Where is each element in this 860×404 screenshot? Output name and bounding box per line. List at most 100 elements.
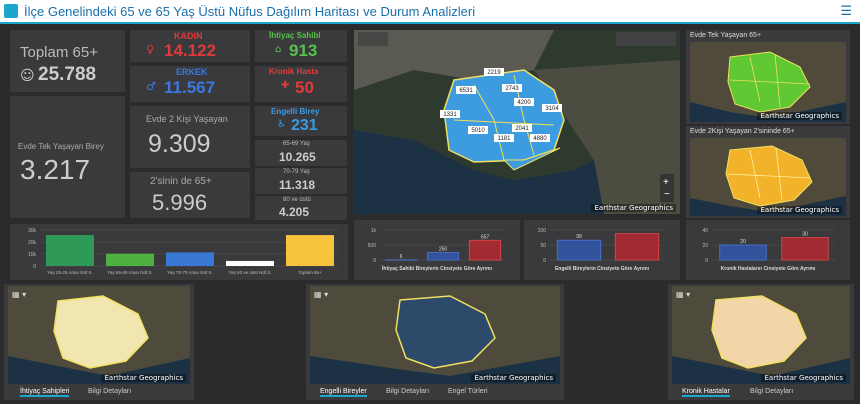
district-polygons (443, 69, 565, 163)
bar[interactable] (556, 239, 602, 261)
bar[interactable] (781, 237, 829, 261)
ihtiyac-map[interactable]: ▦ ▾ Earthstar Geographics (8, 286, 190, 384)
bar[interactable] (106, 253, 154, 266)
bar[interactable] (46, 235, 94, 266)
tr-map1-canvas (690, 51, 846, 122)
map-attribution: Earthstar Geographics (761, 374, 846, 382)
district-label: 2743 (505, 86, 519, 92)
tab-kronik-hastalar[interactable]: Kronik Hastalar (682, 388, 730, 397)
age-group-value: 11.318 (279, 178, 316, 192)
ihtiyac-label: İhtiyaç Sahibi (269, 31, 321, 40)
evde-tek-value: 3.217 (20, 154, 91, 185)
district-label: 3104 (545, 106, 559, 112)
kronik-label: Kronik Hasta (269, 67, 319, 76)
main-map-canvas: 2219 6531 2743 4200 3104 1181 1331 5010 2041 4880… (354, 30, 680, 214)
bar[interactable] (468, 239, 502, 261)
main-map[interactable]: 2219 6531 2743 4200 3104 1181 1331 5010 2041 4880… (354, 30, 680, 214)
x-tick-label: Yaş 25-25 Arası Nüf.S. (47, 270, 92, 275)
kronik-map[interactable]: ▦ ▾ Earthstar Geographics (672, 286, 850, 384)
y-tick-label: 20 (702, 243, 708, 249)
svg-text:−: − (664, 189, 670, 200)
age-group-label: 80 ve üstü (283, 197, 311, 203)
ihtiyac-gender-chart-canvas: 1k 500 0 6 250 657 İhtiyaç Sahibi Bireylerin C… (368, 228, 506, 272)
engelli-label: Engelli Birey (271, 107, 320, 116)
bar[interactable] (426, 252, 460, 261)
district-label: 1181 (498, 136, 512, 142)
y-tick-label: 0 (373, 258, 376, 264)
district-label-bg (456, 86, 476, 94)
map-attribution: Earthstar Geographics (101, 374, 186, 382)
y-tick-label: 40 (702, 228, 708, 234)
erkek-label: ERKEK (176, 67, 208, 77)
data-label: 99 (576, 234, 582, 240)
x-tick-label: Yaş 80 ve üstü Nüf.S. (228, 270, 271, 275)
age-group-value: 4.205 (279, 205, 310, 219)
tr-map1[interactable]: Earthstar Geographics (690, 42, 846, 122)
district-label-bg (468, 126, 488, 134)
erkek-card: ERKEK ♂ 11.567 (130, 66, 250, 102)
data-label: 20 (740, 239, 746, 245)
page-title: İlçe Genelindeki 65 ve 65 Yaş Üstü Nüfus… (24, 4, 476, 19)
tab-ihtiyac-sahipleri[interactable]: İhtiyaç Sahipleri (20, 388, 70, 397)
layer-toggle-button[interactable]: ▦ ▾ (12, 290, 27, 299)
total-value: 25.788 (38, 64, 97, 85)
y-tick-label: 0 (33, 264, 36, 270)
kronik-gender-chart: 40 20 0 20 30 Kronik Hastaların Cinsiyete Gör… (686, 220, 850, 280)
tr-map2-card: Evde 2Kişi Yaşayan 2'sininde 65+ Earthst… (686, 126, 850, 218)
female-icon: ♀ (146, 43, 155, 56)
kronik-card: Kronik Hasta ✚ 50 (255, 66, 347, 102)
y-tick-label: 20k (28, 240, 37, 246)
bar[interactable] (614, 233, 660, 261)
ihtiyac-value: 913 (289, 41, 318, 60)
layer-toggle-button[interactable]: ▦ ▾ (314, 290, 329, 299)
district-label-bg (494, 134, 514, 142)
district-label: 2041 (515, 126, 529, 132)
bar[interactable] (286, 235, 334, 266)
x-tick-label: Yaş 70-79 Arası Nüf.S. (167, 270, 212, 275)
kadin-card: KADIN ♀ 14.122 (130, 30, 250, 62)
menu-icon[interactable]: ☰ (840, 4, 852, 19)
data-label: 6 (400, 254, 403, 260)
data-label: 30 (802, 232, 808, 238)
tab-bilgi-detaylari[interactable]: Bilgi Detayları (88, 388, 132, 395)
y-tick-label: 100 (538, 228, 547, 234)
district-label-bg (514, 98, 534, 106)
tab-engel-turleri[interactable]: Engel Türleri (448, 388, 488, 395)
engelli-map-canvas (310, 295, 560, 384)
engelli-value: 231 (291, 117, 318, 134)
tab-bilgi-detaylari[interactable]: Bilgi Detayları (386, 388, 430, 395)
main-map-labels: 2219 6531 2743 4200 3104 1181 1331 5010 2041 4880 (440, 68, 562, 142)
engelli-gender-chart-canvas: 100 50 0 99 Engelli Bireylerin Cinsiyete Gör… (538, 228, 666, 272)
district-label: 1331 (443, 112, 457, 118)
evde-tek-label: Evde Tek Yaşayan Birey (18, 142, 104, 151)
chart-title: Kronik Hastaların Cinsiyete Göre Ayrımı (721, 266, 816, 272)
bar[interactable] (226, 260, 274, 266)
y-tick-label: 1k (371, 228, 377, 234)
ikisi-65-value: 5.996 (152, 190, 208, 215)
house-icon: ⌂ (275, 44, 282, 55)
bar[interactable] (719, 244, 767, 261)
evde-iki-label: Evde 2 Kişi Yaşayan (146, 114, 228, 124)
tr-map2-title: Evde 2Kişi Yaşayan 2'sininde 65+ (690, 128, 795, 135)
map-attribution: Earthstar Geographics (757, 112, 842, 120)
district-label: 6531 (459, 88, 473, 94)
district-label-bg (542, 104, 562, 112)
tr-map2-canvas (690, 145, 846, 216)
bar[interactable] (166, 252, 214, 266)
tr-map1-title: Evde Tek Yaşayan 65+ (690, 32, 762, 39)
age-bar-chart-canvas: 30k 20k 10k 0 Yaş 25-25 Arası Nüf.S. Yaş 65-6… (28, 228, 340, 275)
district-label-bg (502, 84, 522, 92)
ihtiyac-map-panel: ▦ ▾ Earthstar Geographics İhtiyaç Sahipl… (4, 284, 194, 400)
tr-map2[interactable]: Earthstar Geographics (690, 138, 846, 216)
ikisi-65-label: 2'sinin de 65+ (150, 176, 212, 187)
layer-toggle-button[interactable]: ▦ ▾ (676, 290, 691, 299)
engelli-map[interactable]: ▦ ▾ Earthstar Geographics (310, 286, 560, 384)
tab-engelli-bireyler[interactable]: Engelli Bireyler (320, 388, 367, 397)
map-attribution: Earthstar Geographics (471, 374, 556, 382)
tab-bilgi-detaylari[interactable]: Bilgi Detayları (750, 388, 794, 395)
data-label: 657 (481, 234, 490, 240)
y-tick-label: 50 (540, 243, 546, 249)
district-label: 4200 (517, 100, 531, 106)
x-tick-label: Toplam 65+ (298, 270, 322, 275)
kronik-map-panel: ▦ ▾ Earthstar Geographics Kronik Hastala… (668, 284, 854, 400)
